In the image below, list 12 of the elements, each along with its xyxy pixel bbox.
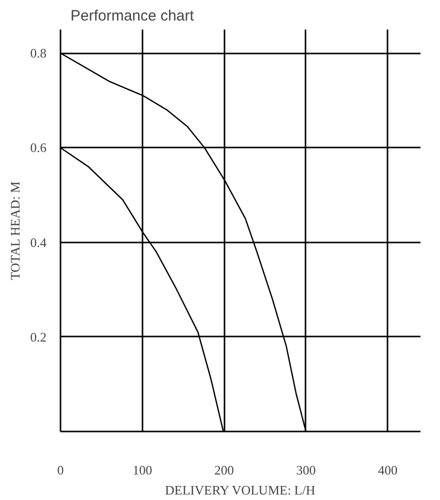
x-tick-label: 300: [296, 462, 316, 478]
chart-title: Performance chart: [70, 8, 195, 24]
x-tick-label: 400: [378, 462, 398, 478]
y-tick-label: 0.8: [30, 46, 46, 61]
x-tick-label: 0: [57, 462, 64, 478]
y-tick-label: 0.4: [30, 234, 47, 250]
x-axis-title: DELIVERY VOLUME: L/H: [165, 482, 316, 498]
x-tick-label: 100: [132, 462, 152, 478]
y-tick-label: 0.6: [30, 140, 47, 156]
y-axis-title: TOTAL HEAD: M: [7, 180, 22, 280]
x-tick-label: 200: [214, 462, 234, 478]
y-tick-label: 0.2: [30, 329, 46, 344]
